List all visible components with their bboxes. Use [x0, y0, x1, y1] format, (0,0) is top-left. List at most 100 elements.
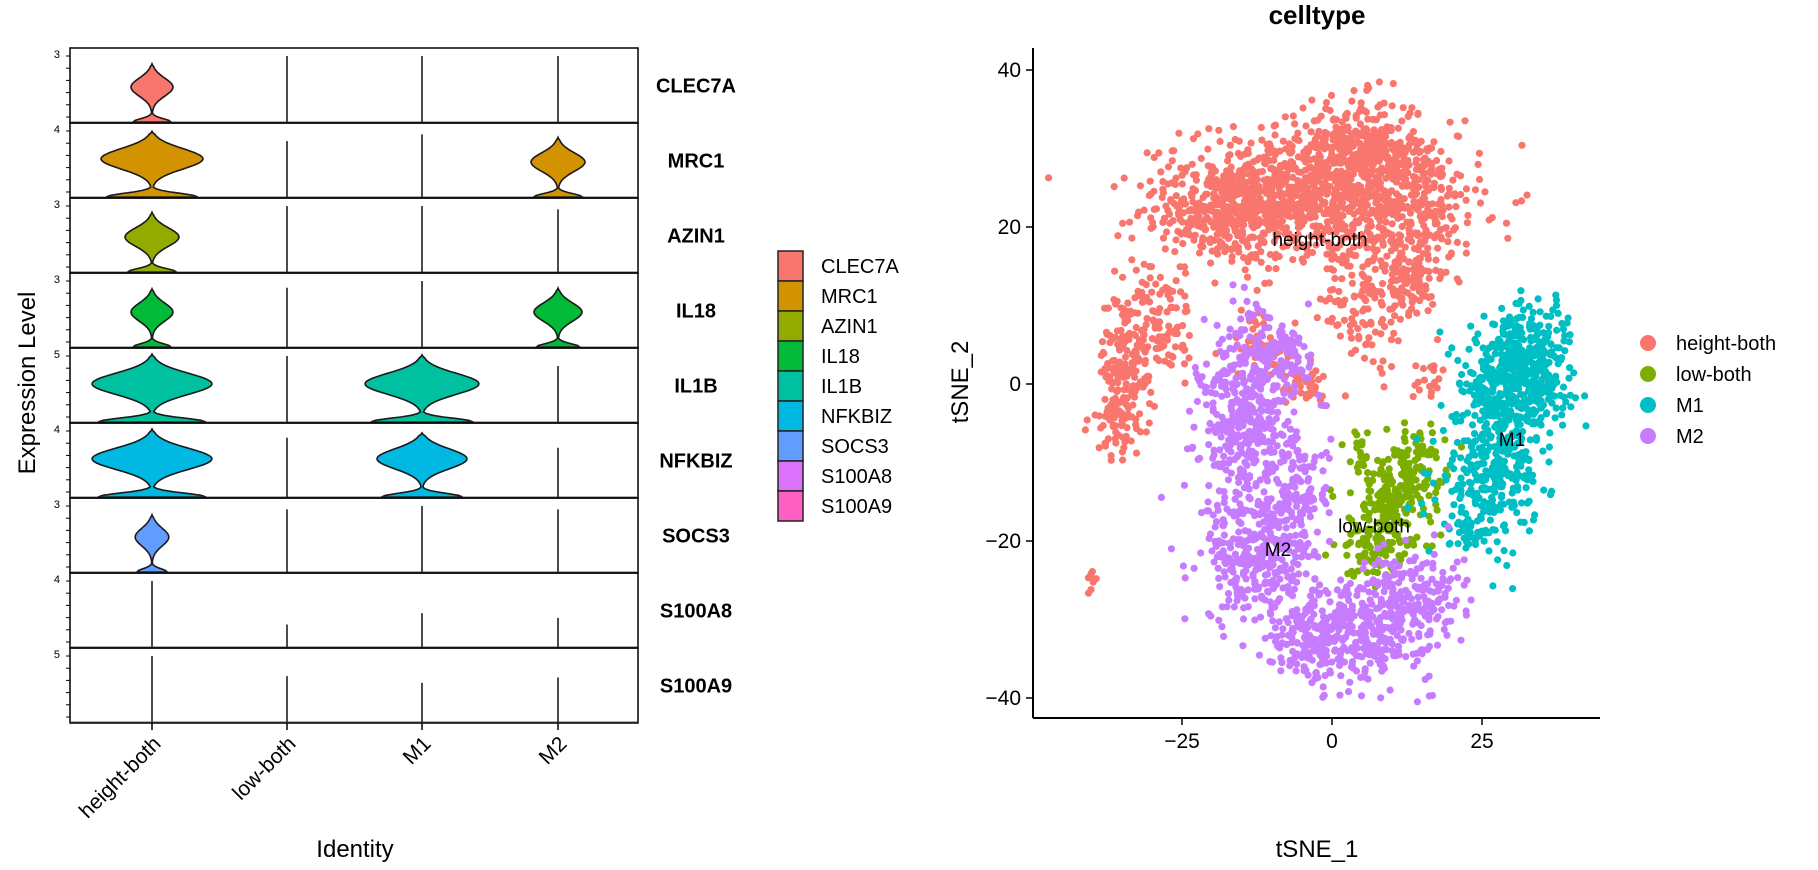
tsne-point: [1475, 374, 1484, 382]
tsne-point: [1388, 277, 1396, 285]
tsne-point: [1459, 480, 1467, 488]
tsne-point: [1504, 234, 1512, 242]
tsne-point: [1291, 204, 1299, 212]
tsne-point: [1519, 335, 1527, 344]
tsne-point: [1391, 558, 1399, 566]
tsne-point: [1462, 607, 1470, 615]
tsne-point: [1315, 591, 1323, 599]
tsne-point: [1407, 494, 1415, 502]
tsne-point: [1198, 237, 1207, 245]
tsne-point: [1425, 642, 1433, 651]
tsne-point: [1446, 212, 1454, 220]
tsne-point: [1399, 265, 1408, 273]
tsne-point: [1445, 230, 1453, 238]
tsne-point: [1360, 613, 1368, 621]
tsne-point: [1335, 153, 1344, 161]
tsne-point: [1488, 214, 1496, 222]
tsne-point: [1360, 624, 1368, 632]
tsne-point: [1383, 252, 1391, 260]
tsne-point: [1566, 391, 1574, 399]
tsne-point: [1289, 256, 1297, 264]
tsne-point: [1493, 420, 1501, 428]
tsne-point: [1416, 279, 1424, 287]
tsne-point: [1172, 277, 1180, 285]
tsne-point: [1132, 421, 1140, 429]
tsne-point: [1294, 560, 1302, 569]
tsne-point: [1351, 346, 1360, 354]
tsne-point: [1462, 185, 1471, 193]
tsne-point: [1545, 458, 1553, 466]
tsne-point: [1183, 225, 1191, 233]
violin-shape: [533, 285, 583, 348]
tsne-point: [1512, 396, 1520, 404]
violin-shape: [91, 352, 213, 423]
tsne-point: [1257, 258, 1265, 266]
tsne-point: [1561, 347, 1569, 355]
tsne-point: [1384, 599, 1392, 607]
tsne-point: [1242, 537, 1250, 545]
tsne-point: [1346, 489, 1354, 497]
tsne-point: [1398, 213, 1406, 221]
tsne-point: [1119, 219, 1127, 227]
tsne-point: [1324, 317, 1332, 325]
tsne-point: [1258, 167, 1267, 176]
tsne-point: [1532, 434, 1540, 442]
tsne-point: [1389, 175, 1397, 183]
tsne-point: [1380, 99, 1388, 107]
tsne-point: [1343, 135, 1351, 143]
violin-shape: [134, 512, 170, 573]
tsne-point: [1401, 550, 1409, 558]
tsne-point: [1366, 158, 1374, 166]
tsne-point: [1462, 240, 1470, 248]
tsne-point: [1210, 223, 1218, 231]
tsne-point: [1363, 638, 1371, 646]
tsne-point: [1119, 273, 1127, 281]
tsne-point: [1453, 275, 1461, 283]
tsne-point: [1360, 540, 1368, 549]
tsne-point: [1252, 566, 1260, 574]
tsne-point: [1220, 632, 1228, 641]
tsne-point: [1476, 416, 1484, 424]
tsne-point: [1486, 516, 1494, 524]
tsne-point: [1381, 612, 1389, 620]
tsne-point: [1220, 488, 1228, 496]
tsne-point: [1168, 157, 1176, 165]
tsne-point: [1438, 213, 1446, 221]
tsne-point: [1350, 629, 1358, 637]
tsne-point: [1362, 297, 1370, 305]
tsne-point: [1234, 451, 1242, 459]
tsne-point: [1109, 357, 1117, 365]
tsne-point: [1240, 254, 1248, 262]
tsne-point: [1474, 528, 1482, 537]
tsne-point: [1238, 227, 1247, 235]
tsne-point: [1122, 432, 1130, 440]
tsne-point: [1168, 352, 1176, 360]
tsne-point: [1189, 135, 1197, 143]
tsne-point: [1145, 419, 1153, 427]
tsne-point: [1111, 267, 1119, 275]
tsne-point: [1420, 376, 1428, 384]
tsne-point: [1353, 591, 1361, 600]
tsne-point: [1285, 573, 1293, 581]
tsne-point: [1501, 406, 1509, 414]
tsne-point: [1245, 552, 1253, 560]
tsne-point: [1479, 477, 1487, 485]
violin-shape: [130, 61, 174, 123]
tsne-point: [1427, 388, 1435, 396]
tsne-point: [1153, 336, 1161, 345]
tsne-point: [1340, 316, 1348, 324]
tsne-point: [1169, 287, 1177, 295]
tsne-point: [1220, 452, 1228, 460]
tsne-point: [1173, 330, 1181, 338]
tsne-point: [1559, 404, 1567, 412]
tsne-point: [1415, 632, 1423, 641]
tsne-point: [1216, 446, 1224, 454]
tsne-point: [1401, 472, 1409, 481]
tsne-point: [1273, 222, 1281, 230]
tsne-point: [1243, 479, 1251, 488]
tsne-points: [1045, 78, 1590, 706]
tsne-point: [1239, 468, 1247, 476]
tsne-point: [1352, 151, 1360, 159]
tsne-point: [1514, 483, 1522, 491]
